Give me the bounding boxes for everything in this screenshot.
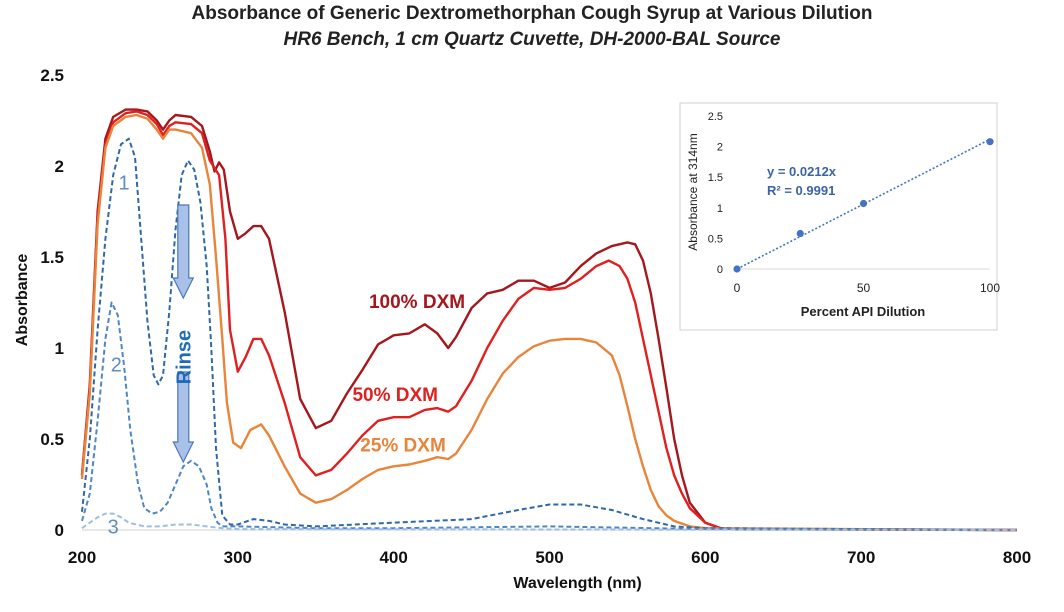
annotation-3: 1 xyxy=(119,173,130,195)
annotation-0: 100% DXM xyxy=(369,292,465,313)
chart-title: Absorbance of Generic Dextromethorphan C… xyxy=(191,3,873,24)
rinse-arrow-upper xyxy=(172,204,195,300)
y-axis-title: Absorbance xyxy=(14,254,31,347)
inset-x-tick-2: 100 xyxy=(980,281,1000,295)
inset-equation: y = 0.0212x xyxy=(767,164,837,179)
x-tick-label-3: 500 xyxy=(535,548,563,567)
inset-point-0 xyxy=(733,265,741,273)
x-tick-label-2: 400 xyxy=(379,548,407,567)
inset-y-tick-4: 2 xyxy=(717,142,723,154)
inset-trendline xyxy=(736,138,991,270)
y-tick-label-2: 1 xyxy=(55,339,64,358)
inset-y-tick-0: 0 xyxy=(717,264,723,276)
annotation-4: 2 xyxy=(111,355,122,377)
inset-y-tick-3: 1.5 xyxy=(708,172,723,184)
inset-y-tick-1: 0.5 xyxy=(708,233,723,245)
annotation-6: Rinse xyxy=(173,330,195,384)
inset-point-1 xyxy=(796,229,804,238)
series-line-1 xyxy=(80,110,1018,532)
inset-x-tick-1: 50 xyxy=(857,281,871,295)
rinse-arrow-lower xyxy=(172,371,195,464)
annotation-2: 25% DXM xyxy=(360,436,446,457)
inset-r-squared: R² = 0.9991 xyxy=(767,183,835,198)
series-line-5 xyxy=(81,512,1018,531)
inset-y-axis-title: Absorbance at 314nm xyxy=(686,133,700,250)
y-tick-label-1: 0.5 xyxy=(40,430,64,449)
inset-point-3 xyxy=(986,138,994,146)
inset-frame xyxy=(679,102,998,331)
series-line-4 xyxy=(81,301,1018,531)
series-line-3 xyxy=(81,137,1018,531)
x-tick-label-1: 300 xyxy=(224,548,252,567)
x-axis-title: Wavelength (nm) xyxy=(513,575,641,592)
chart-subtitle: HR6 Bench, 1 cm Quartz Cuvette, DH-2000-… xyxy=(283,29,781,50)
inset-x-tick-0: 0 xyxy=(734,281,741,295)
inset-y-tick-2: 1 xyxy=(717,203,723,215)
y-tick-label-3: 1.5 xyxy=(40,248,64,267)
x-tick-label-6: 800 xyxy=(1003,548,1031,567)
series-line-2 xyxy=(80,113,1018,532)
x-tick-label-4: 600 xyxy=(691,548,719,567)
annotation-1: 50% DXM xyxy=(352,385,438,406)
x-tick-label-5: 700 xyxy=(847,548,875,567)
inset-x-axis-title: Percent API Dilution xyxy=(801,304,926,319)
x-tick-label-0: 200 xyxy=(68,548,96,567)
y-tick-label-4: 2 xyxy=(55,157,64,176)
inset-point-2 xyxy=(859,199,868,208)
y-tick-label-0: 0 xyxy=(55,521,64,540)
y-tick-label-5: 2.5 xyxy=(40,66,64,85)
series-line-0 xyxy=(80,108,1018,532)
inset-y-tick-5: 2.5 xyxy=(708,111,723,123)
annotation-5: 3 xyxy=(108,517,119,539)
